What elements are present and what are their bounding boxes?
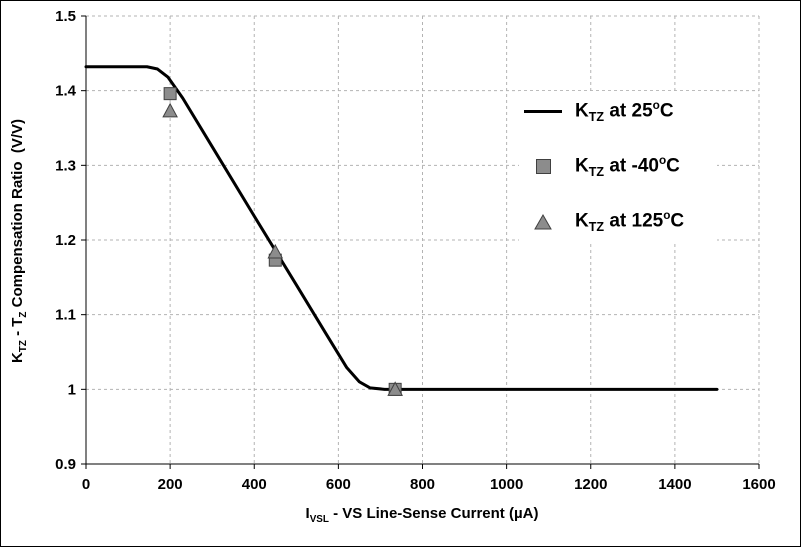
legend-item-25c: KTZ at 25oC [523,99,713,124]
svg-text:800: 800 [410,476,435,493]
legend-item-minus40c: KTZ at -40oC [523,154,713,179]
legend-line-swatch-icon [523,110,563,114]
triangle-marker-icon [523,213,563,230]
y-axis-title-sub2: Z [18,311,29,318]
legend-item-label: KTZ at 125oC [575,209,685,235]
y-axis-title: KTZ - TZ Compensation Ratio (V/V) [9,119,29,363]
svg-text:1.2: 1.2 [55,232,76,249]
legend-item-125c: KTZ at 125oC [523,209,713,234]
legend: KTZ at 25oC KTZ at -40oC KTZ at 125oC [519,91,717,243]
svg-text:600: 600 [326,476,351,493]
x-axis-title-text2: - VS Line-Sense Current (µA) [328,505,539,522]
svg-text:1.4: 1.4 [55,83,77,100]
y-axis-title-text: K [9,352,26,363]
svg-text:1: 1 [68,381,76,398]
legend-item-label: KTZ at -40oC [575,154,680,180]
legend-item-label: KTZ at 25oC [575,99,674,125]
svg-text:1000: 1000 [490,476,523,493]
svg-text:200: 200 [158,476,183,493]
svg-text:1.1: 1.1 [55,307,76,324]
x-axis-title-text: I [305,505,310,522]
y-axis-title-text2: - T [9,317,26,341]
svg-text:1.3: 1.3 [55,157,76,174]
svg-text:0: 0 [82,476,90,493]
svg-text:0.9: 0.9 [55,456,76,473]
svg-text:1600: 1600 [742,476,775,493]
x-axis-title: IVSL - VS Line-Sense Current (µA) [306,505,539,525]
y-axis-title-text3: Compensation Ratio (V/V) [9,119,26,312]
svg-text:1400: 1400 [658,476,691,493]
y-axis-title-sub1: TZ [18,340,29,353]
x-axis-title-sub1: VSL [309,514,329,525]
svg-text:400: 400 [242,476,267,493]
square-marker-icon [523,159,563,175]
svg-text:1200: 1200 [574,476,607,493]
svg-text:1.5: 1.5 [55,8,76,25]
